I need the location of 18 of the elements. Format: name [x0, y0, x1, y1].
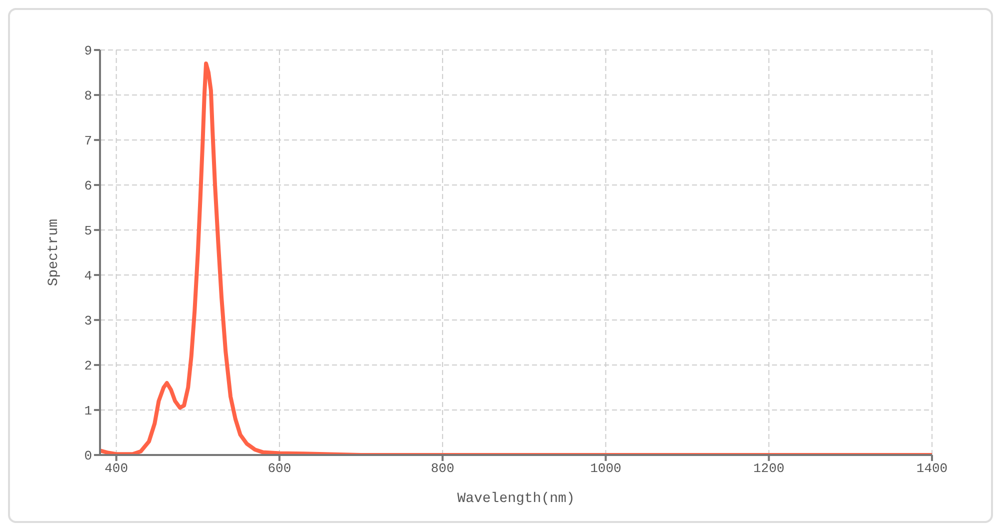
- y-tick-label: 8: [84, 88, 92, 104]
- y-tick-label: 5: [84, 224, 92, 239]
- y-tick-label: 3: [84, 314, 92, 329]
- y-tick-label: 1: [84, 404, 92, 419]
- x-tick-label: 600: [268, 461, 292, 476]
- x-tick-label: 1000: [590, 461, 622, 476]
- x-tick-label: 1400: [916, 461, 948, 476]
- x-axis-title: Wavelength(nm): [457, 491, 575, 507]
- y-tick-label: 6: [84, 178, 92, 194]
- x-tick-label: 400: [104, 461, 128, 476]
- x-tick-label: 800: [430, 461, 454, 476]
- y-tick-label: 4: [84, 268, 92, 284]
- y-axis-title: Spectrum: [46, 218, 62, 286]
- y-tick-label: 9: [84, 44, 92, 59]
- y-tick-label: 7: [84, 134, 92, 149]
- y-tick-label: 2: [84, 358, 92, 374]
- y-tick-label: 0: [84, 448, 92, 464]
- x-tick-label: 1200: [753, 461, 784, 476]
